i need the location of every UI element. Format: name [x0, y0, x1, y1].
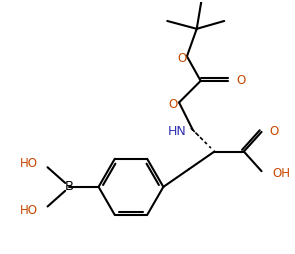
Text: O: O — [269, 125, 279, 138]
Text: O: O — [177, 52, 187, 65]
Text: O: O — [236, 74, 245, 87]
Text: HO: HO — [20, 204, 38, 217]
Text: HO: HO — [20, 157, 38, 170]
Text: OH: OH — [272, 167, 290, 180]
Text: O: O — [168, 98, 178, 111]
Text: B: B — [65, 180, 74, 193]
Text: HN: HN — [168, 125, 187, 138]
